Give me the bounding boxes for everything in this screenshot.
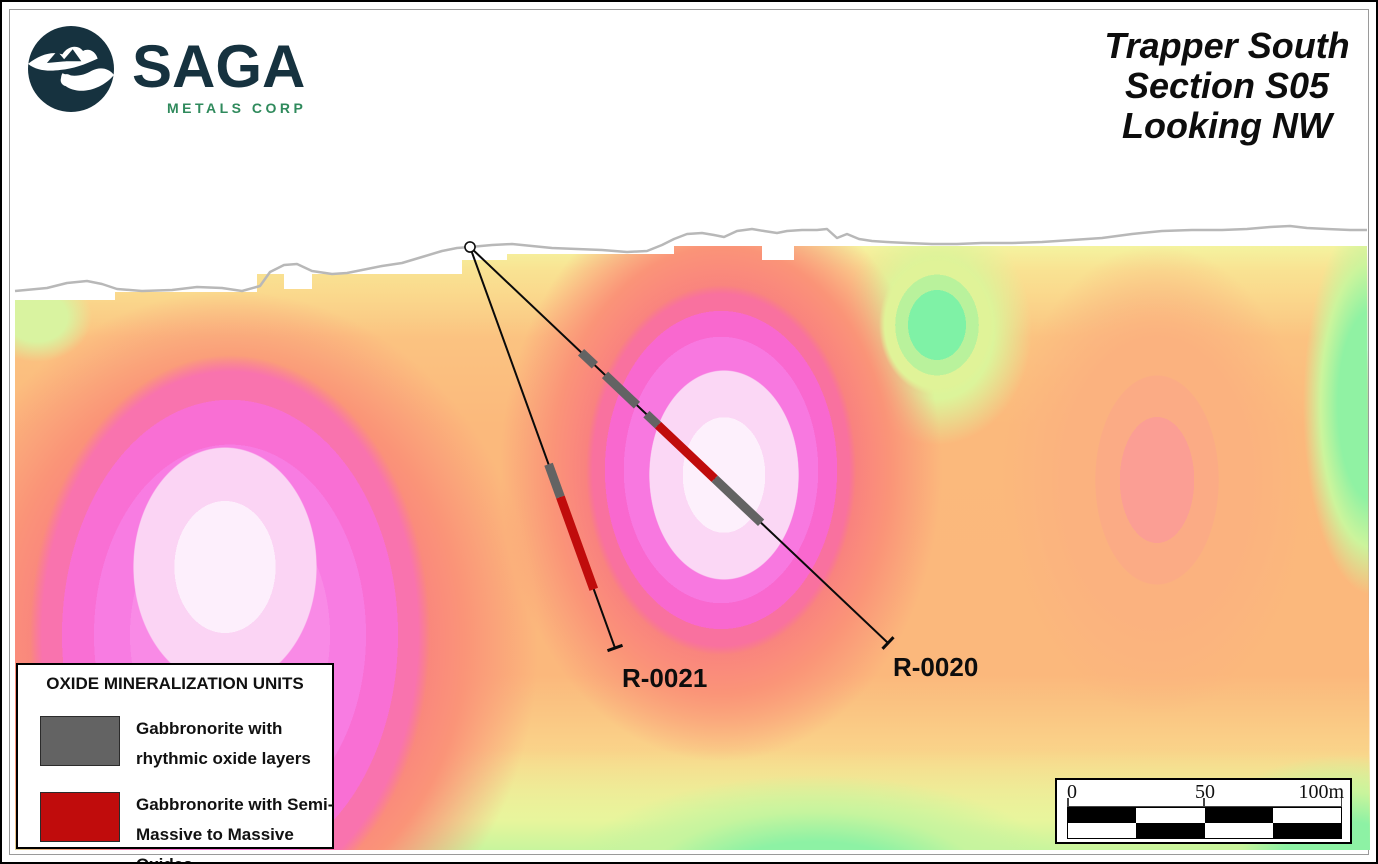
legend-label-rhythmic: Gabbronorite with rhythmic oxide layers — [136, 719, 311, 768]
rhythmic-oxide-swatch — [40, 716, 120, 766]
scale-cell — [1068, 823, 1137, 838]
scale-label-start: 0 — [1067, 781, 1077, 803]
scale-tick-0 — [1067, 798, 1069, 807]
saga-mountain-logo-icon — [28, 26, 114, 112]
title-line-1: Trapper South — [1104, 25, 1350, 66]
scale-cell — [1136, 823, 1205, 838]
legend-title: OXIDE MINERALIZATION UNITS — [46, 674, 304, 693]
scale-cell — [1068, 808, 1137, 823]
scale-checker-row-2 — [1068, 823, 1341, 838]
logo-wordmark: SAGA — [132, 33, 306, 100]
title-line-2: Section S05 — [1124, 65, 1330, 106]
drillhole-label-r0020: R-0020 — [893, 652, 979, 682]
scale-checker-bar — [1067, 807, 1342, 839]
scale-cell — [1272, 808, 1341, 823]
scale-tick-100 — [1340, 798, 1342, 807]
section-title: Trapper South Section S05 Looking NW — [1077, 25, 1376, 146]
drillhole-collar — [464, 241, 476, 253]
scale-label-end: 100m — [1298, 781, 1344, 803]
scale-tick-50 — [1203, 798, 1205, 807]
scale-cell — [1136, 808, 1205, 823]
scale-cell — [1204, 808, 1273, 823]
scale-bar: 0 50 100m — [1055, 778, 1352, 844]
scale-cell — [1272, 823, 1341, 838]
semi-massive-oxide-swatch — [40, 792, 120, 842]
scale-rule — [1067, 806, 1342, 807]
scale-label-mid: 50 — [1195, 781, 1215, 803]
title-line-3: Looking NW — [1122, 105, 1332, 146]
legend-label-semi-massive: Gabbronorite with Semi-Massive to Massiv… — [136, 795, 334, 862]
drillhole-label-r0021: R-0021 — [622, 663, 708, 693]
drillhole-collar — [464, 241, 476, 253]
legend-box: OXIDE MINERALIZATION UNITS Gabbronorite … — [16, 663, 334, 862]
scale-checker-row-1 — [1068, 808, 1341, 823]
company-logo: SAGA METALS CORP — [28, 24, 328, 119]
scale-cell — [1204, 823, 1273, 838]
logo-tagline: METALS CORP — [167, 100, 307, 116]
